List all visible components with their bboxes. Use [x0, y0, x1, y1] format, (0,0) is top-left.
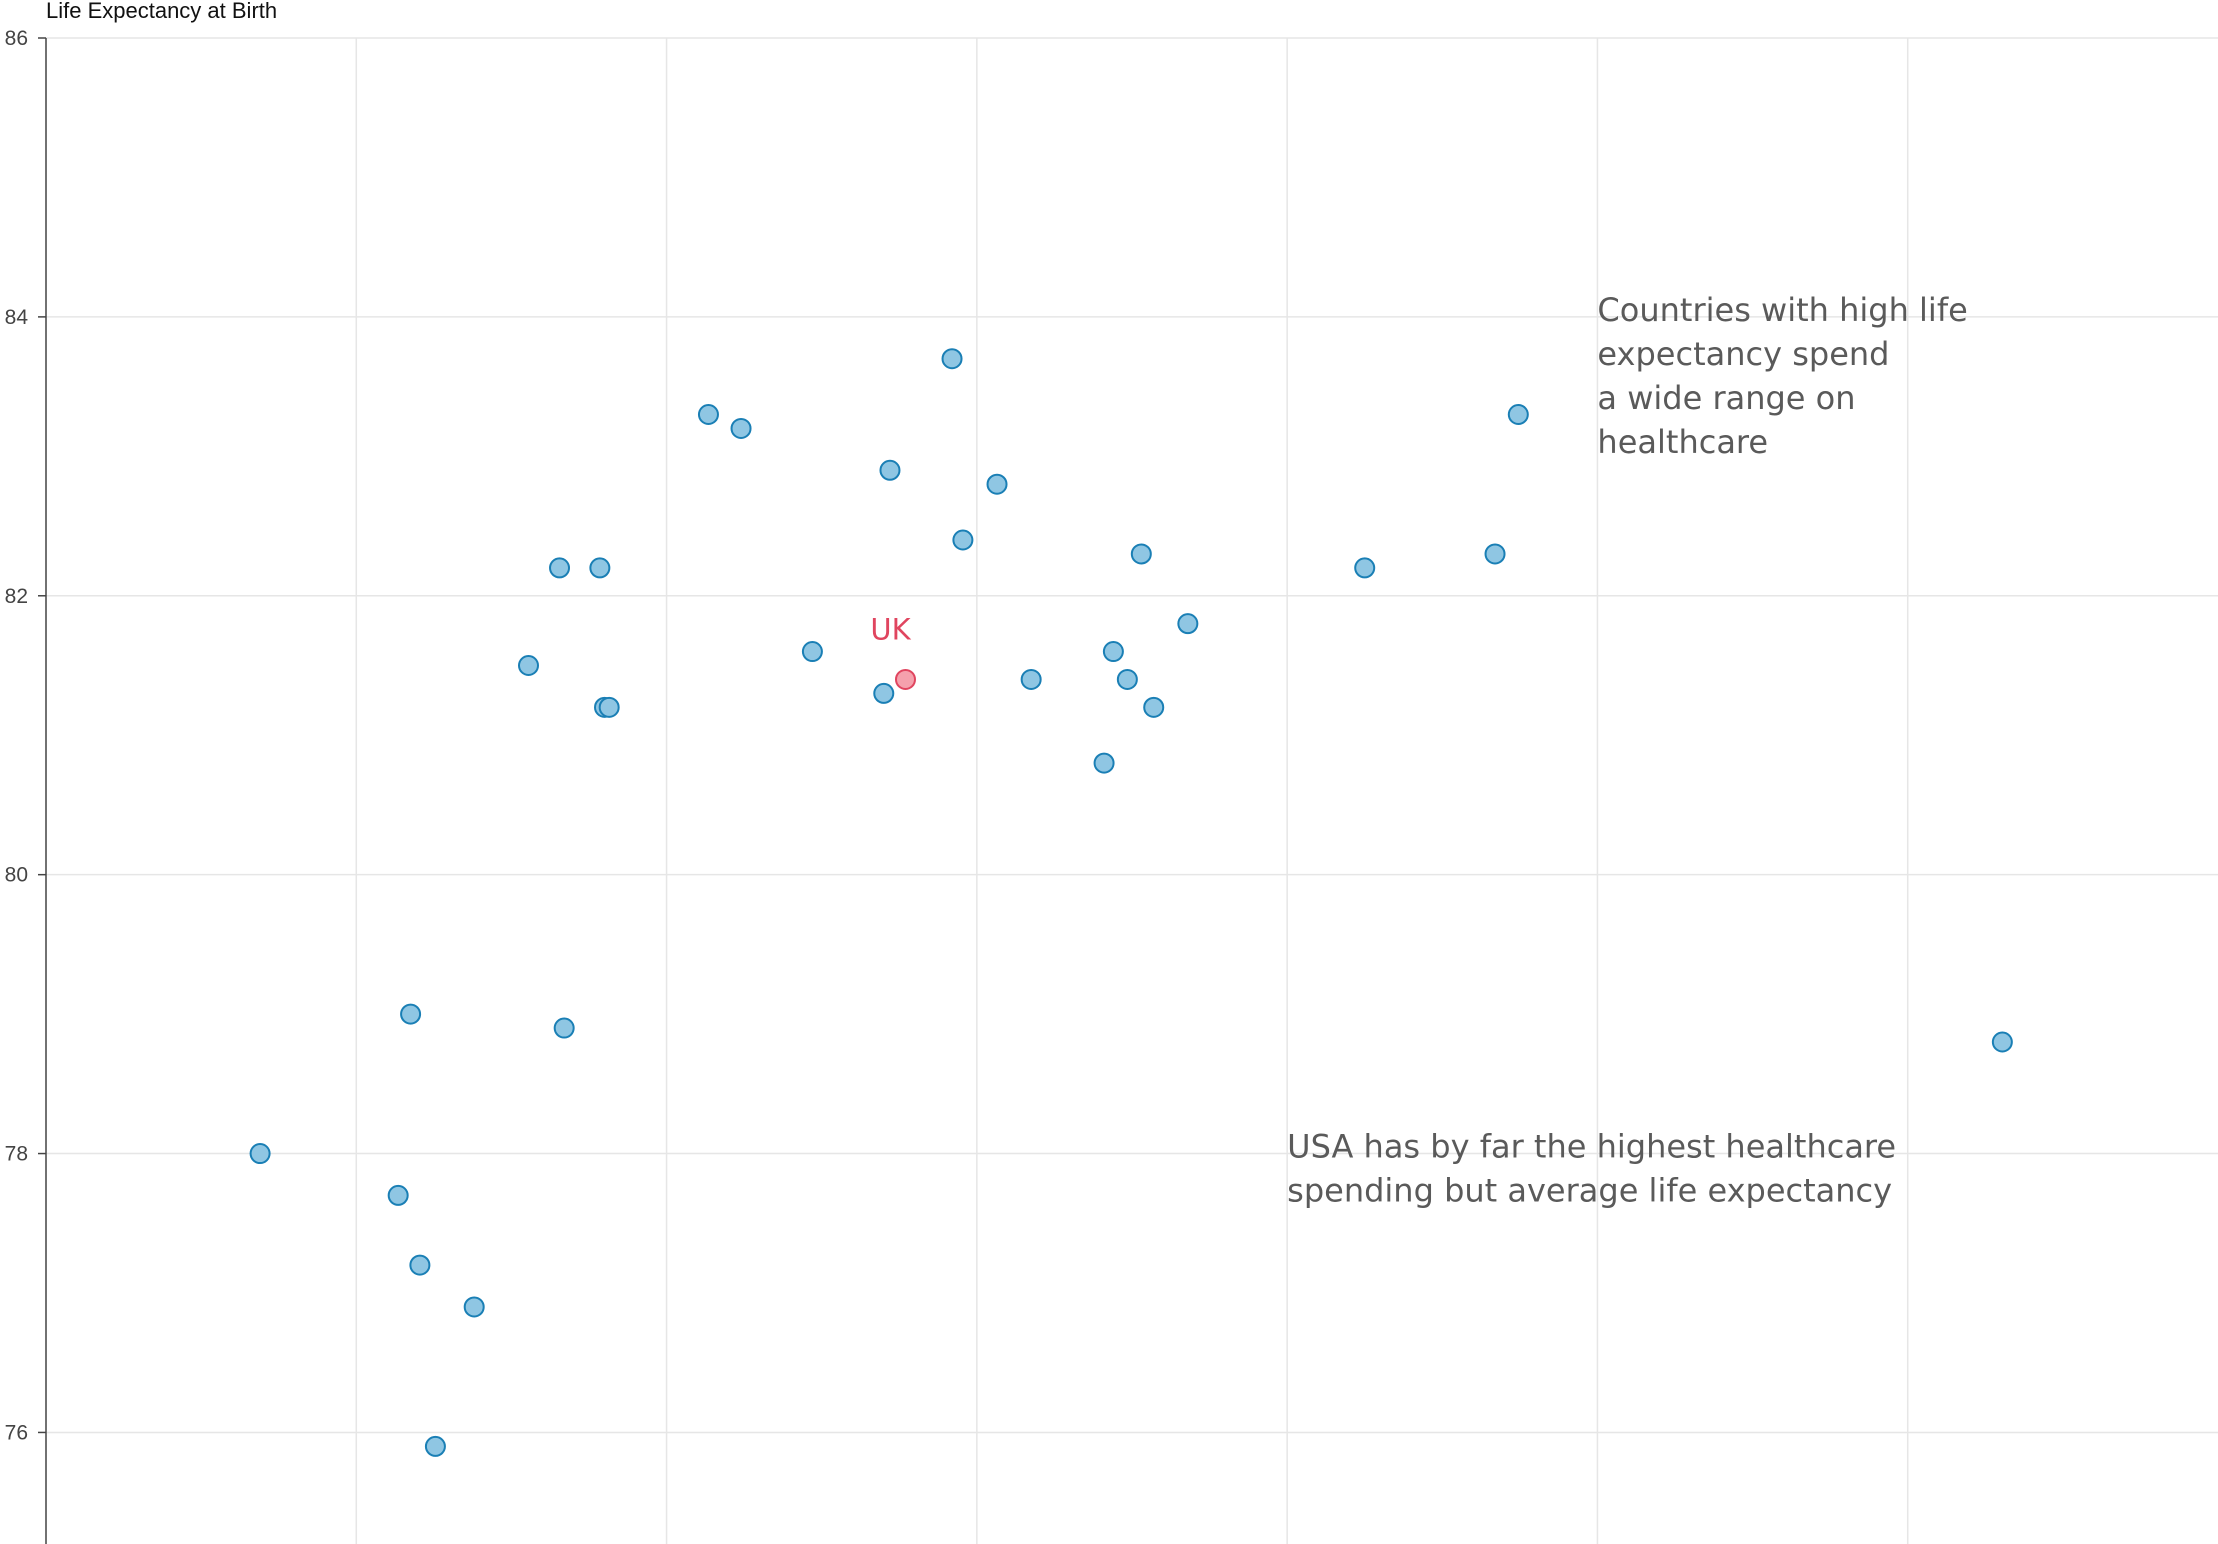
data-point — [1507, 404, 1529, 425]
annotation-line: spending but average life expectancy — [1287, 1172, 1892, 1210]
annotations: UK Countries with high life expectancy spe… — [870, 291, 1967, 1210]
data-point — [1143, 696, 1165, 718]
data-point — [387, 1184, 409, 1206]
data-point — [879, 459, 901, 481]
data-point — [1177, 613, 1199, 635]
data-point — [400, 1003, 422, 1025]
data-points — [249, 348, 2013, 1457]
y-axis: 76 78 80 82 84 86 — [5, 27, 47, 1544]
data-point — [553, 1017, 575, 1039]
data-point — [549, 557, 571, 579]
annotation-line: Countries with high life — [1597, 291, 1967, 329]
data-point — [1991, 1031, 2013, 1053]
highlight-point — [894, 668, 916, 690]
data-point — [1484, 543, 1506, 565]
y-tick-label: 86 — [5, 27, 28, 50]
annotation-line: a wide range on — [1597, 379, 1855, 417]
data-point — [952, 529, 974, 551]
data-point — [730, 417, 752, 439]
data-point — [801, 641, 823, 663]
highlight-label: UK — [870, 612, 911, 646]
y-axis-title: Life Expectancy at Birth — [46, 0, 277, 23]
data-point — [249, 1143, 271, 1165]
data-point — [463, 1296, 485, 1318]
data-point — [697, 404, 719, 425]
y-tick-label: 76 — [5, 1421, 28, 1444]
data-point — [1093, 752, 1115, 774]
data-point — [1020, 668, 1042, 690]
annotation-text: USA has by far the highest healthcare spe… — [1287, 1128, 1896, 1210]
data-point — [873, 682, 895, 704]
data-point — [1102, 641, 1124, 663]
annotation-line: USA has by far the highest healthcare — [1287, 1128, 1896, 1166]
data-point — [1130, 543, 1152, 565]
gridlines — [46, 37, 2218, 1544]
y-tick-label: 82 — [5, 585, 28, 608]
data-point — [1116, 668, 1138, 690]
data-point — [986, 473, 1008, 495]
y-tick-label: 84 — [5, 306, 29, 329]
y-tick-label: 78 — [5, 1143, 28, 1166]
data-point — [598, 696, 620, 718]
data-point — [589, 557, 611, 579]
data-point — [1354, 557, 1376, 579]
annotation-text: Countries with high life expectancy spend… — [1597, 291, 1967, 461]
data-point — [941, 348, 963, 370]
data-point — [424, 1435, 446, 1457]
y-tick-label: 80 — [5, 864, 28, 887]
annotation-line: healthcare — [1597, 423, 1768, 461]
data-point — [517, 655, 539, 676]
annotation-line: expectancy spend — [1597, 335, 1889, 373]
data-point — [409, 1254, 431, 1276]
